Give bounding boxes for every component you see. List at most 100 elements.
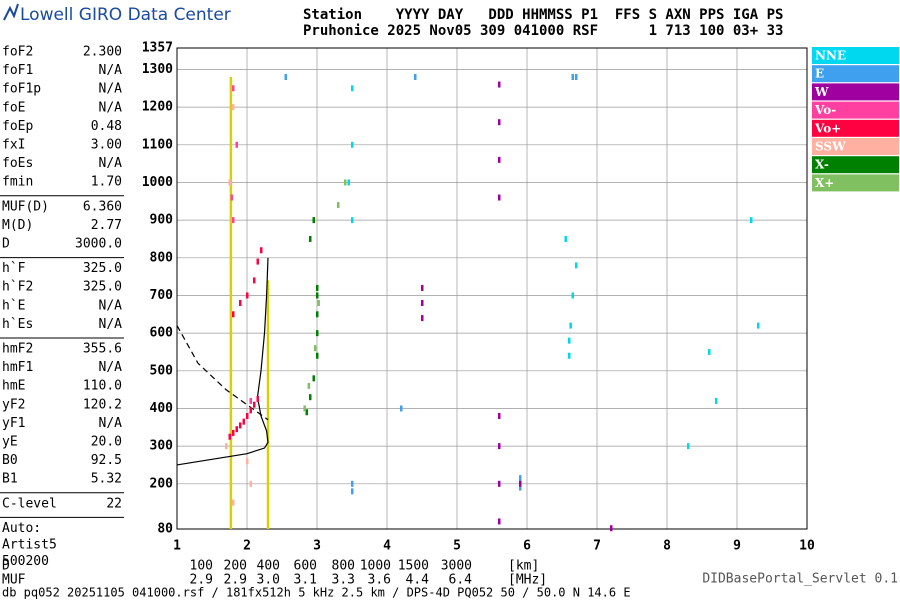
param-value: N/A (99, 416, 123, 431)
echo-point (519, 484, 522, 491)
x-tick-label: 1 (173, 539, 181, 554)
echo-point (284, 74, 287, 81)
echo-point (498, 194, 501, 201)
legend-label: W (814, 85, 829, 99)
echo-point (750, 217, 753, 224)
x-tick-label: 5 (453, 539, 461, 554)
echo-point (351, 480, 354, 487)
auto-text: Artist5 (2, 537, 57, 552)
echo-point (498, 413, 501, 420)
muf-cell: 600 (294, 559, 317, 574)
echo-point (344, 179, 347, 186)
legend-swatch (812, 101, 899, 119)
echo-point (498, 443, 501, 450)
echo-point (232, 311, 235, 318)
echo-point (249, 397, 252, 404)
legend-swatch (812, 119, 899, 137)
y-tick-label: 80 (157, 522, 173, 537)
station-head: Station YYYY DAY DDD HHMMSS P1 FFS S AXN… (303, 7, 783, 23)
param-name: fmin (2, 175, 33, 190)
param-name: foF1 (2, 63, 33, 78)
echo-point (351, 85, 354, 92)
param-value: 355.6 (83, 342, 122, 357)
echo-point (421, 300, 424, 307)
echo-point (316, 311, 319, 318)
y-tick-label: 500 (150, 363, 174, 378)
muf-cell: 3.1 (294, 573, 317, 588)
param-name: yF2 (2, 397, 25, 412)
muf-cell: 800 (332, 559, 355, 574)
echo-point (246, 292, 249, 299)
y-tick-label: 400 (150, 401, 174, 416)
echo-point (351, 217, 354, 224)
muf-cell: 2.9 (224, 573, 247, 588)
echo-point (313, 345, 317, 352)
echo-point (519, 480, 522, 487)
y-tick-label: 300 (150, 439, 174, 454)
param-name: fxI (2, 138, 25, 153)
echo-point (569, 322, 572, 329)
echo-point (256, 258, 259, 265)
echo-point (239, 300, 242, 307)
param-value: 325.0 (83, 261, 122, 276)
y-tick-label: 1357 (142, 41, 173, 56)
param-value: 22 (106, 496, 122, 511)
echo-point (235, 141, 238, 148)
param-value: 5.32 (91, 472, 122, 487)
param-name: MUF(D) (2, 199, 49, 214)
echo-point (242, 418, 245, 425)
muf-cell: 3.6 (368, 573, 391, 588)
echo-point (687, 443, 690, 450)
echo-point (337, 202, 340, 209)
echo-point (249, 407, 252, 414)
echo-point (400, 405, 403, 412)
x-tick-label: 2 (243, 539, 251, 554)
param-name: foEp (2, 119, 33, 134)
muf-cell: 2.9 (190, 573, 213, 588)
logo-icon (3, 3, 19, 21)
muf-cell: 1000 (360, 559, 391, 574)
muf-row-label: MUF (2, 573, 26, 588)
echo-point (610, 525, 613, 532)
echo-point (232, 429, 235, 436)
echo-point (568, 352, 571, 359)
echo-point (228, 433, 231, 440)
muf-unit: [MHz] (508, 573, 547, 588)
legend-swatch (812, 47, 899, 64)
param-name: hmF1 (2, 360, 33, 375)
echo-point (498, 518, 501, 525)
legend-swatch (812, 138, 899, 155)
y-tick-label: 600 (150, 326, 174, 341)
echo-point (575, 74, 578, 81)
param-name: foF1p (2, 82, 41, 97)
echo-point (246, 413, 249, 420)
x-tick-label: 6 (523, 539, 531, 554)
y-tick-label: 1100 (142, 137, 173, 152)
echo-point (232, 499, 235, 506)
echo-point (309, 235, 312, 242)
param-value: N/A (99, 156, 123, 171)
muf-cell: 6.4 (449, 573, 473, 588)
muf-unit: [km] (508, 559, 539, 574)
y-tick-label: 900 (150, 213, 174, 228)
footer: db pq052 20251105 041000.rsf / 181fx512h… (2, 586, 631, 600)
echo-point (312, 375, 315, 382)
param-value: N/A (99, 317, 123, 332)
echo-point (312, 217, 315, 224)
muf-cell: 3.0 (257, 573, 280, 588)
param-name: M(D) (2, 218, 33, 233)
param-name: h`F2 (2, 280, 33, 295)
param-value: 2.300 (83, 45, 122, 60)
param-name: foE (2, 100, 25, 115)
echo-point (715, 397, 718, 404)
x-tick-label: 7 (593, 539, 601, 554)
echo-point (351, 488, 354, 495)
echo-point (316, 352, 319, 359)
echo-point (303, 405, 306, 412)
y-tick-label: 1000 (142, 175, 173, 190)
echo-point (316, 330, 319, 337)
param-name: foEs (2, 156, 33, 171)
servlet: DIDBasePortal_Servlet 0.1 (702, 572, 898, 587)
echo-point (708, 348, 711, 355)
echo-point (230, 194, 234, 201)
